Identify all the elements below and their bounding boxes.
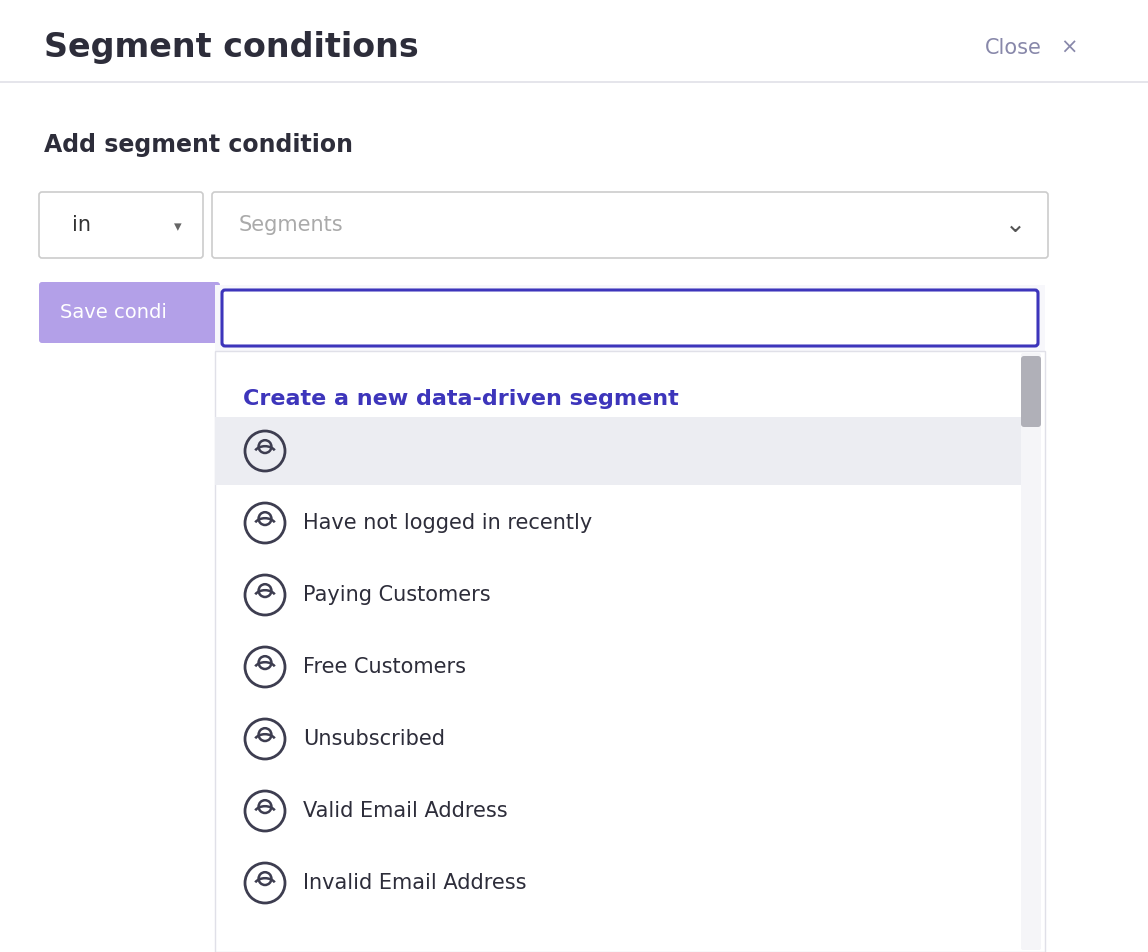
Text: Unsubscribed: Unsubscribed: [303, 729, 445, 749]
FancyBboxPatch shape: [1021, 353, 1041, 950]
Text: Invalid Email Address: Invalid Email Address: [303, 873, 527, 893]
Text: Valid Email Address: Valid Email Address: [303, 801, 507, 821]
Text: Save condi: Save condi: [60, 304, 166, 323]
Text: Find a segment...: Find a segment...: [243, 308, 411, 327]
Text: ×: ×: [1060, 38, 1078, 58]
Text: Segment conditions: Segment conditions: [44, 31, 419, 65]
FancyBboxPatch shape: [212, 192, 1048, 258]
Text: Create a new data-driven segment: Create a new data-driven segment: [243, 389, 678, 409]
Text: Paying Customers: Paying Customers: [303, 585, 490, 605]
FancyBboxPatch shape: [1021, 356, 1041, 427]
FancyBboxPatch shape: [222, 290, 1038, 346]
FancyBboxPatch shape: [215, 417, 1023, 485]
Text: Add segment condition: Add segment condition: [44, 133, 352, 157]
FancyBboxPatch shape: [39, 192, 203, 258]
Text: in: in: [72, 215, 91, 235]
Text: Have not logged in recently: Have not logged in recently: [303, 513, 592, 533]
Text: Signed up: Signed up: [303, 441, 408, 461]
FancyBboxPatch shape: [39, 282, 220, 343]
FancyBboxPatch shape: [215, 351, 1045, 952]
Text: Close: Close: [985, 38, 1042, 58]
Text: ⌄: ⌄: [1004, 213, 1025, 237]
Text: Free Customers: Free Customers: [303, 657, 466, 677]
FancyBboxPatch shape: [215, 285, 1045, 351]
Text: ▾: ▾: [174, 220, 181, 234]
Text: Segments: Segments: [239, 215, 343, 235]
